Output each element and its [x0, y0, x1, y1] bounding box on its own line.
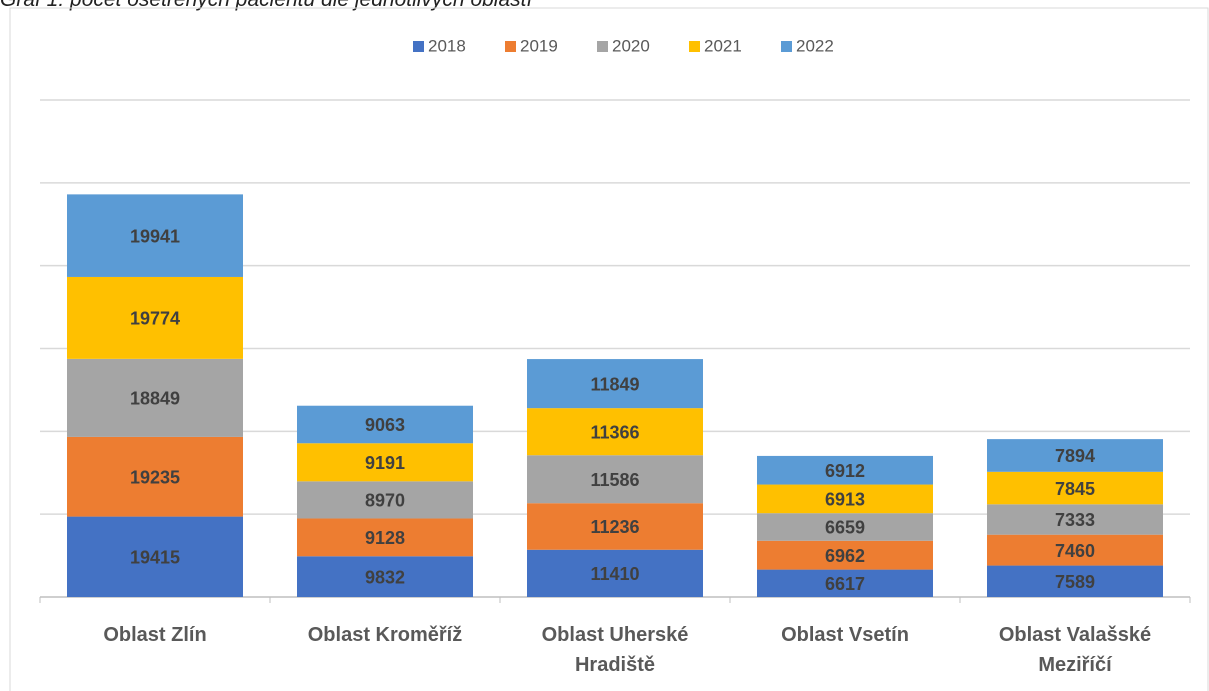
bar-segment: [297, 518, 473, 557]
x-tick-label: Oblast Kroměříž: [307, 624, 463, 646]
data-label: 18849: [130, 389, 180, 409]
bar-segment: [987, 534, 1163, 566]
legend-swatch: [413, 41, 424, 52]
bar-segment: [67, 436, 243, 517]
bar-segment: [757, 455, 933, 485]
data-label: 9832: [365, 567, 405, 587]
legend-label: 2022: [796, 36, 834, 55]
data-label: 11849: [590, 374, 639, 394]
bar-segment: [297, 405, 473, 444]
data-label: 7894: [1055, 446, 1095, 466]
bar-segment: [527, 549, 703, 597]
data-label: 11366: [590, 422, 639, 442]
legend-swatch: [781, 41, 792, 52]
legend-label: 2019: [520, 36, 558, 55]
bar-segment: [297, 481, 473, 519]
bar-segment: [67, 276, 243, 359]
data-label: 8970: [365, 491, 405, 511]
x-tick-label: Oblast Uherské Hradiště: [541, 624, 689, 676]
data-label: 7845: [1055, 479, 1095, 499]
bar-segment: [297, 443, 473, 482]
legend-swatch: [505, 41, 516, 52]
chart-title: Graf 1: počet ošetřených pacientů dle je…: [0, 0, 532, 12]
bar-segment: [527, 503, 703, 550]
data-label: 11236: [590, 517, 639, 537]
data-label: 7333: [1055, 510, 1095, 530]
data-label: 7460: [1055, 541, 1095, 561]
bar-segment: [987, 439, 1163, 472]
bar-segment: [67, 194, 243, 277]
data-label: 6659: [825, 518, 865, 538]
legend-label: 2018: [428, 36, 466, 55]
legend-label: 2021: [704, 36, 742, 55]
legend-swatch: [689, 41, 700, 52]
bar-segment: [67, 358, 243, 437]
data-label: 11586: [590, 470, 639, 490]
legend-label: 2020: [612, 36, 650, 55]
data-label: 6617: [825, 574, 865, 594]
bar-segment: [757, 540, 933, 570]
legend-swatch: [597, 41, 608, 52]
bar-segment: [67, 516, 243, 597]
data-label: 19941: [130, 226, 180, 246]
data-label: 9128: [365, 528, 405, 548]
data-label: 6962: [825, 546, 865, 566]
data-label: 9191: [365, 453, 405, 473]
bar-segment: [527, 455, 703, 504]
bar-segment: [527, 408, 703, 456]
x-tick-label: Oblast Valašské Meziříčí: [998, 624, 1152, 676]
bar-segment: [987, 565, 1163, 597]
data-label: 11410: [590, 564, 639, 584]
data-label: 7589: [1055, 572, 1095, 592]
bar-segment: [297, 556, 473, 597]
data-label: 19415: [130, 548, 180, 568]
bar-segment: [527, 359, 703, 409]
chart-border: [9, 7, 1209, 691]
x-tick-label: Oblast Zlín: [103, 624, 207, 646]
data-label: 19235: [130, 468, 180, 488]
bar-segment: [987, 471, 1163, 505]
bar-segment: [757, 484, 933, 514]
data-label: 6912: [825, 461, 865, 481]
x-tick-label: Oblast Vsetín: [781, 624, 909, 646]
bar-segment: [757, 569, 933, 597]
bar-segment: [987, 504, 1163, 535]
data-label: 19774: [130, 309, 180, 329]
bar-segment: [757, 513, 933, 541]
data-label: 9063: [365, 415, 405, 435]
data-label: 6913: [825, 490, 865, 510]
